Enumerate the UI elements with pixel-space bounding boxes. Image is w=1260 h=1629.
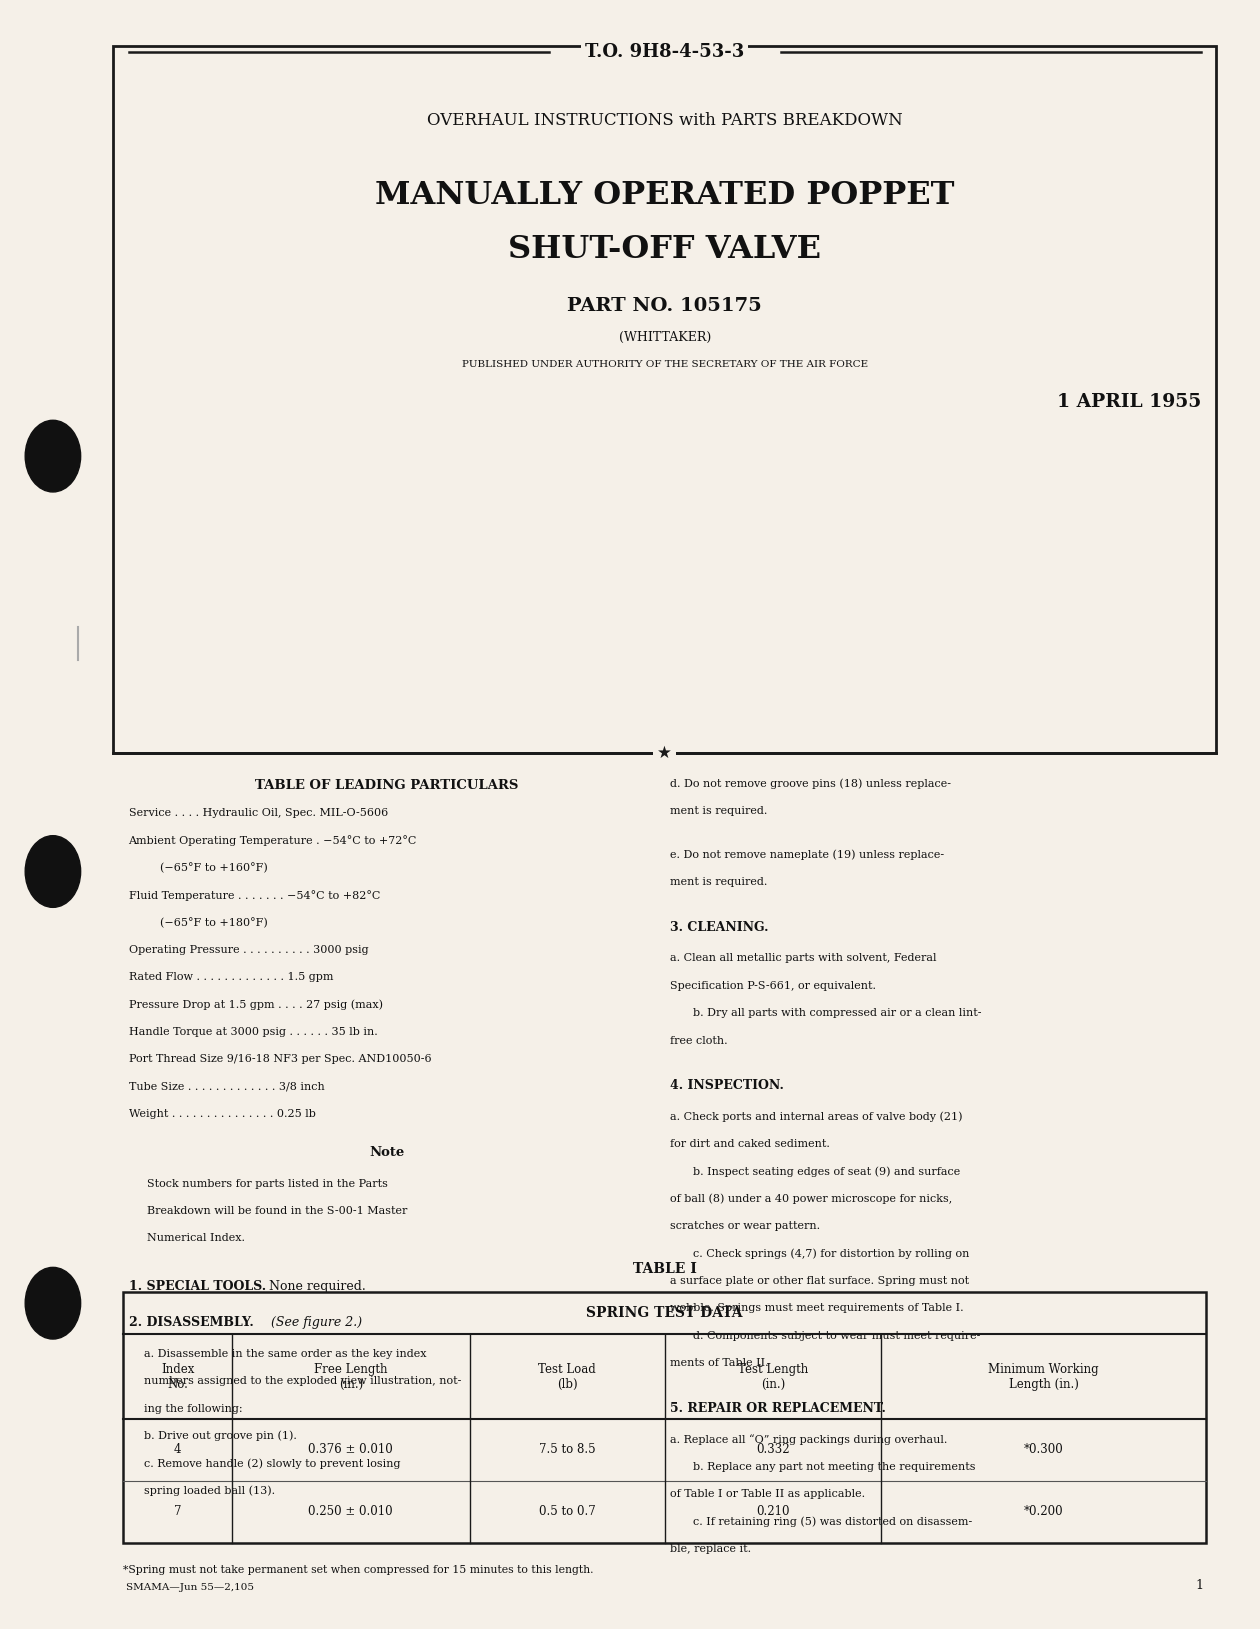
Text: SMAMA—Jun 55—2,105: SMAMA—Jun 55—2,105 bbox=[126, 1582, 255, 1592]
Text: *0.300: *0.300 bbox=[1023, 1443, 1063, 1456]
Text: Fluid Temperature . . . . . . . −54°C to +82°C: Fluid Temperature . . . . . . . −54°C to… bbox=[129, 889, 381, 901]
Text: 4: 4 bbox=[174, 1443, 181, 1456]
Text: 5. REPAIR OR REPLACEMENT.: 5. REPAIR OR REPLACEMENT. bbox=[670, 1401, 886, 1414]
Text: e. Do not remove nameplate (19) unless replace-: e. Do not remove nameplate (19) unless r… bbox=[670, 850, 945, 860]
Text: MANUALLY OPERATED POPPET: MANUALLY OPERATED POPPET bbox=[375, 179, 954, 212]
Text: 2. DISASSEMBLY.: 2. DISASSEMBLY. bbox=[129, 1316, 253, 1329]
Text: scratches or wear pattern.: scratches or wear pattern. bbox=[670, 1222, 820, 1232]
Text: d. Components subject to wear must meet require-: d. Components subject to wear must meet … bbox=[693, 1331, 980, 1341]
Text: (−65°F to +180°F): (−65°F to +180°F) bbox=[160, 917, 268, 929]
Text: ments of Table II.: ments of Table II. bbox=[670, 1359, 769, 1368]
Text: c. Remove handle (2) slowly to prevent losing: c. Remove handle (2) slowly to prevent l… bbox=[144, 1458, 401, 1469]
Text: Test Length
(in.): Test Length (in.) bbox=[738, 1362, 808, 1391]
Text: a. Check ports and internal areas of valve body (21): a. Check ports and internal areas of val… bbox=[670, 1111, 963, 1122]
Text: Port Thread Size 9/16-18 NF3 per Spec. AND10050-6: Port Thread Size 9/16-18 NF3 per Spec. A… bbox=[129, 1054, 431, 1064]
Text: 0.5 to 0.7: 0.5 to 0.7 bbox=[539, 1505, 596, 1518]
Text: 7.5 to 8.5: 7.5 to 8.5 bbox=[539, 1443, 596, 1456]
Text: Breakdown will be found in the S-00-1 Master: Breakdown will be found in the S-00-1 Ma… bbox=[147, 1205, 408, 1217]
Text: free cloth.: free cloth. bbox=[670, 1036, 728, 1046]
Text: b. Replace any part not meeting the requirements: b. Replace any part not meeting the requ… bbox=[693, 1461, 975, 1471]
Text: of ball (8) under a 40 power microscope for nicks,: of ball (8) under a 40 power microscope … bbox=[670, 1194, 953, 1204]
Text: Index
No.: Index No. bbox=[161, 1362, 194, 1391]
Text: b. Drive out groove pin (1).: b. Drive out groove pin (1). bbox=[144, 1430, 296, 1442]
Text: *0.200: *0.200 bbox=[1023, 1505, 1063, 1518]
Text: d. Do not remove groove pins (18) unless replace-: d. Do not remove groove pins (18) unless… bbox=[670, 779, 951, 788]
Text: Ambient Operating Temperature . −54°C to +72°C: Ambient Operating Temperature . −54°C to… bbox=[129, 836, 417, 845]
Bar bbox=[113, 46, 1216, 753]
Text: OVERHAUL INSTRUCTIONS with PARTS BREAKDOWN: OVERHAUL INSTRUCTIONS with PARTS BREAKDO… bbox=[427, 112, 902, 129]
Text: T.O. 9H8-4-53-3: T.O. 9H8-4-53-3 bbox=[585, 42, 745, 62]
Text: ★: ★ bbox=[658, 743, 672, 762]
Text: Free Length
(in.): Free Length (in.) bbox=[314, 1362, 388, 1391]
Text: 0.376 ± 0.010: 0.376 ± 0.010 bbox=[309, 1443, 393, 1456]
Circle shape bbox=[25, 836, 81, 907]
Text: Pressure Drop at 1.5 gpm . . . . 27 psig (max): Pressure Drop at 1.5 gpm . . . . 27 psig… bbox=[129, 1000, 383, 1010]
Text: 0.332: 0.332 bbox=[756, 1443, 790, 1456]
Text: a. Clean all metallic parts with solvent, Federal: a. Clean all metallic parts with solvent… bbox=[670, 953, 937, 963]
Text: a surface plate or other flat surface. Spring must not: a surface plate or other flat surface. S… bbox=[670, 1276, 969, 1285]
Circle shape bbox=[25, 420, 81, 492]
Text: wobble. Springs must meet requirements of Table I.: wobble. Springs must meet requirements o… bbox=[670, 1303, 964, 1313]
Text: for dirt and caked sediment.: for dirt and caked sediment. bbox=[670, 1139, 830, 1148]
Text: 3. CLEANING.: 3. CLEANING. bbox=[670, 920, 769, 933]
Text: spring loaded ball (13).: spring loaded ball (13). bbox=[144, 1486, 275, 1495]
Text: TABLE I: TABLE I bbox=[633, 1262, 697, 1277]
Text: 1: 1 bbox=[1196, 1579, 1203, 1592]
Circle shape bbox=[25, 1267, 81, 1339]
Text: None required.: None required. bbox=[265, 1280, 365, 1293]
Text: 7: 7 bbox=[174, 1505, 181, 1518]
Text: ing the following:: ing the following: bbox=[144, 1404, 242, 1414]
Text: Test Load
(lb): Test Load (lb) bbox=[538, 1362, 596, 1391]
Text: TABLE OF LEADING PARTICULARS: TABLE OF LEADING PARTICULARS bbox=[255, 779, 519, 792]
Text: PART NO. 105175: PART NO. 105175 bbox=[567, 296, 762, 316]
Text: Service . . . . Hydraulic Oil, Spec. MIL-O-5606: Service . . . . Hydraulic Oil, Spec. MIL… bbox=[129, 808, 388, 818]
Text: 0.250 ± 0.010: 0.250 ± 0.010 bbox=[309, 1505, 393, 1518]
Text: Tube Size . . . . . . . . . . . . . 3/8 inch: Tube Size . . . . . . . . . . . . . 3/8 … bbox=[129, 1082, 324, 1091]
Text: Numerical Index.: Numerical Index. bbox=[147, 1233, 246, 1243]
Text: Specification P-S-661, or equivalent.: Specification P-S-661, or equivalent. bbox=[670, 981, 876, 990]
Text: (−65°F to +160°F): (−65°F to +160°F) bbox=[160, 863, 268, 873]
Text: a. Replace all “O” ring packings during overhaul.: a. Replace all “O” ring packings during … bbox=[670, 1434, 948, 1445]
Text: SPRING TEST DATA: SPRING TEST DATA bbox=[586, 1306, 743, 1319]
Text: 4. INSPECTION.: 4. INSPECTION. bbox=[670, 1078, 784, 1091]
Text: (See figure 2.): (See figure 2.) bbox=[267, 1316, 362, 1329]
Text: ment is required.: ment is required. bbox=[670, 806, 767, 816]
Text: Stock numbers for parts listed in the Parts: Stock numbers for parts listed in the Pa… bbox=[147, 1179, 388, 1189]
Bar bbox=[123, 1292, 1206, 1543]
Text: SHUT-OFF VALVE: SHUT-OFF VALVE bbox=[508, 233, 822, 266]
Text: Operating Pressure . . . . . . . . . . 3000 psig: Operating Pressure . . . . . . . . . . 3… bbox=[129, 945, 368, 955]
Text: *Spring must not take permanent set when compressed for 15 minutes to this lengt: *Spring must not take permanent set when… bbox=[123, 1565, 593, 1575]
Text: PUBLISHED UNDER AUTHORITY OF THE SECRETARY OF THE AIR FORCE: PUBLISHED UNDER AUTHORITY OF THE SECRETA… bbox=[461, 360, 868, 370]
Text: b. Inspect seating edges of seat (9) and surface: b. Inspect seating edges of seat (9) and… bbox=[693, 1166, 960, 1178]
Text: Handle Torque at 3000 psig . . . . . . 35 lb in.: Handle Torque at 3000 psig . . . . . . 3… bbox=[129, 1026, 377, 1038]
Text: 1. SPECIAL TOOLS.: 1. SPECIAL TOOLS. bbox=[129, 1280, 266, 1293]
Text: Note: Note bbox=[369, 1147, 404, 1160]
Text: ment is required.: ment is required. bbox=[670, 876, 767, 888]
Text: numbers assigned to the exploded view illustration, not-: numbers assigned to the exploded view il… bbox=[144, 1377, 461, 1386]
Text: c. Check springs (4,7) for distortion by rolling on: c. Check springs (4,7) for distortion by… bbox=[693, 1248, 969, 1259]
Text: Minimum Working
Length (in.): Minimum Working Length (in.) bbox=[988, 1362, 1099, 1391]
Text: of Table I or Table II as applicable.: of Table I or Table II as applicable. bbox=[670, 1489, 866, 1499]
Text: Rated Flow . . . . . . . . . . . . . 1.5 gpm: Rated Flow . . . . . . . . . . . . . 1.5… bbox=[129, 973, 333, 982]
Text: ble, replace it.: ble, replace it. bbox=[670, 1544, 751, 1554]
Text: c. If retaining ring (5) was distorted on disassem-: c. If retaining ring (5) was distorted o… bbox=[693, 1517, 973, 1526]
Text: 0.210: 0.210 bbox=[756, 1505, 790, 1518]
Text: a. Disassemble in the same order as the key index: a. Disassemble in the same order as the … bbox=[144, 1349, 426, 1359]
Text: Weight . . . . . . . . . . . . . . . 0.25 lb: Weight . . . . . . . . . . . . . . . 0.2… bbox=[129, 1109, 315, 1119]
Text: b. Dry all parts with compressed air or a clean lint-: b. Dry all parts with compressed air or … bbox=[693, 1008, 982, 1018]
Text: 1 APRIL 1955: 1 APRIL 1955 bbox=[1057, 393, 1201, 412]
Text: (WHITTAKER): (WHITTAKER) bbox=[619, 331, 711, 344]
